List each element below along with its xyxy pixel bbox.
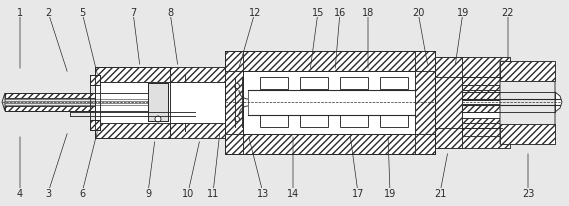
Bar — [500, 124, 555, 144]
Bar — [435, 128, 510, 148]
Text: 3: 3 — [45, 188, 51, 198]
Bar — [380, 115, 408, 127]
Text: 23: 23 — [522, 188, 534, 198]
Text: 8: 8 — [167, 8, 173, 18]
Text: 7: 7 — [130, 8, 136, 18]
Bar — [415, 52, 435, 154]
Bar — [462, 96, 502, 101]
Bar — [462, 78, 502, 85]
Bar — [462, 85, 502, 91]
Text: 20: 20 — [412, 8, 424, 18]
Circle shape — [234, 84, 240, 89]
Text: 2: 2 — [45, 8, 51, 18]
Bar — [5, 107, 150, 111]
Bar — [462, 91, 502, 96]
Bar — [500, 62, 555, 82]
Bar — [462, 123, 502, 128]
Text: 15: 15 — [312, 8, 324, 18]
Bar — [95, 83, 170, 123]
Text: 4: 4 — [17, 188, 23, 198]
Bar — [5, 94, 150, 98]
Text: 6: 6 — [79, 188, 85, 198]
Polygon shape — [2, 94, 5, 111]
Circle shape — [155, 116, 161, 122]
Text: 19: 19 — [384, 188, 396, 198]
Bar — [435, 58, 510, 78]
Bar — [95, 68, 170, 83]
Circle shape — [234, 117, 240, 122]
Text: 12: 12 — [249, 8, 261, 18]
Bar — [462, 128, 502, 136]
Bar — [340, 115, 368, 127]
Text: 5: 5 — [79, 8, 85, 18]
Bar — [90, 76, 100, 85]
Bar — [243, 72, 415, 134]
Bar — [90, 121, 100, 130]
Bar — [462, 104, 555, 112]
Bar — [225, 52, 243, 154]
Text: 22: 22 — [502, 8, 514, 18]
Bar — [340, 78, 368, 90]
Bar — [380, 78, 408, 90]
Text: 10: 10 — [182, 188, 194, 198]
Text: 14: 14 — [287, 188, 299, 198]
Bar — [260, 78, 288, 90]
Bar — [170, 83, 225, 123]
Bar — [225, 134, 435, 154]
Text: 9: 9 — [145, 188, 151, 198]
Text: 13: 13 — [257, 188, 269, 198]
Text: 21: 21 — [434, 188, 446, 198]
Bar — [170, 68, 225, 83]
Text: 19: 19 — [457, 8, 469, 18]
Text: 17: 17 — [352, 188, 364, 198]
Bar — [300, 115, 328, 127]
Bar — [462, 92, 555, 101]
Bar — [462, 118, 502, 123]
Text: 1: 1 — [17, 8, 23, 18]
Bar — [260, 115, 288, 127]
Text: 11: 11 — [207, 188, 219, 198]
Polygon shape — [555, 92, 562, 112]
Bar — [462, 78, 502, 128]
Bar — [148, 84, 168, 121]
Bar — [300, 78, 328, 90]
Text: 18: 18 — [362, 8, 374, 18]
Bar — [95, 123, 170, 138]
Bar — [225, 52, 435, 72]
Bar — [170, 123, 225, 138]
Polygon shape — [435, 58, 462, 148]
Text: 16: 16 — [334, 8, 346, 18]
Polygon shape — [500, 62, 555, 144]
